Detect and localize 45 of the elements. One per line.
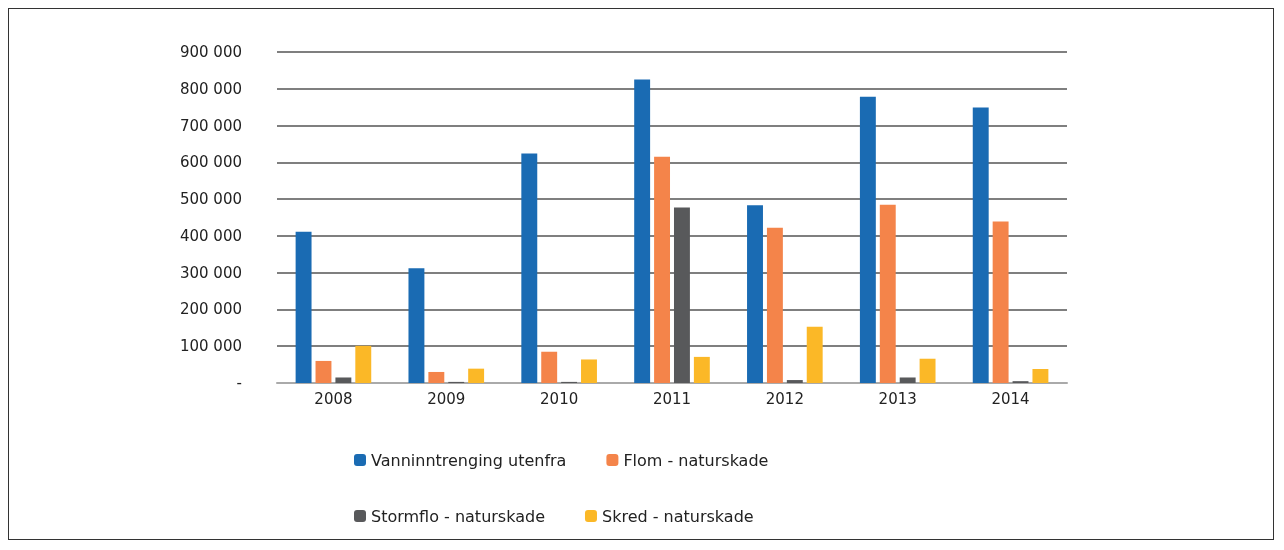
bar	[879, 204, 896, 383]
bar	[295, 231, 312, 383]
bar	[859, 96, 876, 383]
legend-label: Skred - naturskade	[601, 506, 754, 526]
y-tick-label: 400 000	[179, 226, 242, 245]
y-tick-label: 900 000	[179, 43, 242, 61]
bar	[806, 326, 823, 383]
bar	[919, 358, 936, 383]
bar	[992, 221, 1009, 383]
legend-label: Stormflo - naturskade	[371, 506, 545, 526]
bar	[541, 351, 558, 383]
x-tick-label: 2011	[652, 389, 692, 408]
bar	[786, 380, 803, 383]
y-tick-label: 700 000	[179, 116, 242, 135]
x-tick-label: 2010	[540, 389, 579, 408]
bar	[1032, 369, 1049, 383]
bar	[315, 360, 332, 383]
bar	[634, 79, 651, 383]
legend-label: Vanninntrenging utenfra	[371, 450, 567, 470]
x-tick-label: 2008	[314, 389, 353, 408]
bar	[335, 377, 352, 383]
legend-label: Flom - naturskade	[623, 450, 769, 470]
x-tick-label: 2014	[991, 389, 1030, 408]
bar	[581, 359, 597, 383]
bar	[654, 156, 671, 383]
x-tick-label: 2012	[765, 389, 804, 408]
x-tick-label: 2013	[878, 389, 917, 408]
bar	[972, 107, 989, 383]
x-tick-label: 2009	[427, 389, 466, 408]
bar	[468, 368, 485, 383]
y-tick-label: 100 000	[179, 337, 242, 356]
bar	[747, 205, 763, 383]
bar	[693, 356, 710, 383]
y-tick-label: 500 000	[179, 190, 242, 209]
y-tick-label: 300 000	[179, 263, 242, 282]
bar	[766, 227, 783, 383]
bar	[428, 371, 445, 383]
y-tick-label: 200 000	[179, 300, 242, 319]
y-tick-label: 600 000	[179, 153, 242, 172]
bar	[521, 153, 538, 383]
bar	[899, 377, 916, 383]
y-tick-label: 800 000	[179, 79, 242, 98]
bar	[408, 268, 425, 383]
y-tick-label: -	[236, 374, 242, 392]
bar	[355, 345, 372, 383]
